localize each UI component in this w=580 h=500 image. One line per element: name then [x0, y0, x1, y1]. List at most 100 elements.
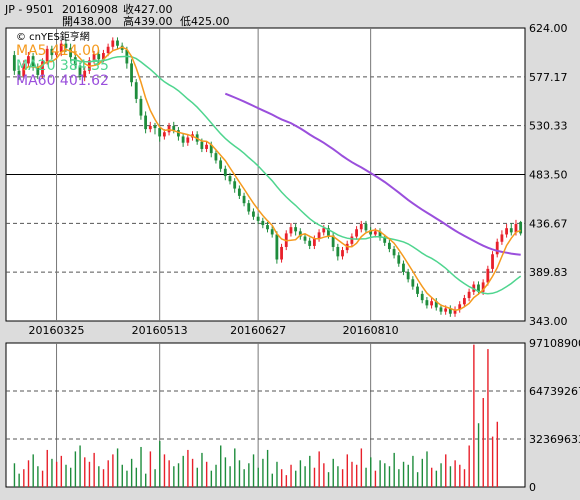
volume-bar: [459, 464, 461, 487]
price-tick-label: 343.00: [529, 315, 568, 328]
volume-bar: [351, 461, 353, 487]
candle: [392, 245, 396, 259]
ma5-line: [23, 46, 521, 311]
candle-body: [247, 203, 251, 212]
candle-body: [392, 249, 396, 256]
candle: [308, 237, 312, 250]
volume-bar: [496, 421, 499, 487]
candle-body: [505, 228, 508, 235]
candle: [205, 141, 208, 153]
candle: [275, 231, 279, 264]
volume-tick-label: 97108900: [529, 337, 580, 350]
candle-body: [200, 141, 204, 149]
volume-bar: [468, 445, 470, 487]
candle: [270, 226, 274, 238]
candle-body: [252, 211, 255, 217]
candle: [448, 305, 452, 317]
candle-body: [64, 43, 68, 48]
candle-body: [397, 255, 401, 264]
candle: [509, 222, 513, 236]
candle: [495, 238, 499, 258]
candle: [50, 45, 54, 60]
candle-body: [270, 229, 274, 235]
volume-bar: [332, 458, 334, 487]
quote-date: 20160908: [62, 3, 118, 16]
volume-panel: 97108900 64739267 32369633 0: [5, 337, 580, 494]
volume-bar: [46, 449, 48, 487]
candle: [116, 37, 119, 49]
volume-bar: [271, 473, 273, 487]
candle: [111, 37, 115, 50]
candle: [55, 48, 58, 59]
candle: [31, 53, 35, 71]
volume-tick-label: 0: [529, 481, 536, 494]
brand-label: © cnYES鉅亨網: [16, 30, 90, 43]
volume-bar: [168, 460, 170, 487]
candle-body: [322, 228, 326, 233]
volume-bar: [37, 466, 39, 487]
volume-bar: [210, 470, 213, 487]
volume-bar: [402, 461, 405, 487]
candle: [228, 172, 232, 185]
candle: [252, 208, 255, 220]
volume-bar: [116, 448, 119, 487]
volume-bar: [18, 473, 20, 487]
low-price: 低425.00: [180, 15, 230, 28]
volume-bar: [173, 466, 175, 487]
close-price: 收427.00: [123, 3, 173, 16]
price-tick-label: 577.17: [529, 71, 568, 84]
volume-bar: [318, 451, 320, 487]
candle: [256, 213, 260, 225]
candle: [519, 220, 523, 236]
legend-entry: MA5 414.00: [16, 43, 100, 59]
candle-body: [289, 227, 293, 234]
candle: [12, 50, 16, 75]
candle: [378, 228, 382, 241]
volume-bar: [252, 454, 255, 487]
candle-body: [36, 67, 40, 75]
volume-bar: [393, 452, 395, 487]
candle-body: [308, 240, 312, 246]
candle-body: [444, 308, 448, 312]
candle-body: [458, 304, 462, 310]
candle: [491, 251, 494, 272]
volume-bar: [266, 449, 269, 487]
candle-body: [134, 82, 138, 99]
volume-bar: [299, 460, 302, 487]
candle-body: [130, 63, 133, 83]
candle-body: [214, 153, 218, 161]
candle: [144, 111, 148, 134]
candle-body: [336, 246, 340, 257]
candle: [223, 165, 227, 181]
quote-header: JP - 9501 20160908 收427.00 開438.00 高439.…: [0, 0, 580, 28]
volume-bar: [60, 455, 63, 487]
price-tick-label: 624.00: [529, 22, 568, 35]
candle: [237, 185, 241, 200]
volume-bar: [220, 445, 222, 487]
candle-body: [500, 234, 504, 242]
candle-body: [50, 48, 54, 56]
candle-body: [425, 300, 429, 306]
candle-body: [303, 236, 307, 241]
volume-bar: [435, 470, 438, 487]
volume-bar: [430, 467, 433, 487]
candle-body: [373, 231, 377, 235]
volume-bar: [84, 457, 86, 487]
volume-bar: [55, 461, 58, 487]
candle-body: [144, 115, 148, 130]
volume-bar: [426, 451, 428, 487]
candle-body: [369, 230, 373, 235]
volume-bar: [163, 454, 166, 487]
candle: [350, 233, 354, 247]
volume-bar: [159, 441, 161, 487]
ma60-line: [224, 92, 521, 256]
volume-bar: [243, 469, 245, 487]
volume-bar: [341, 469, 344, 487]
volume-bar: [145, 473, 147, 487]
candle-body: [237, 188, 241, 196]
candle: [505, 224, 508, 238]
candle-body: [181, 136, 185, 143]
candle: [36, 63, 40, 80]
candle-body: [17, 70, 21, 76]
stock-symbol: JP - 9501: [5, 3, 54, 16]
